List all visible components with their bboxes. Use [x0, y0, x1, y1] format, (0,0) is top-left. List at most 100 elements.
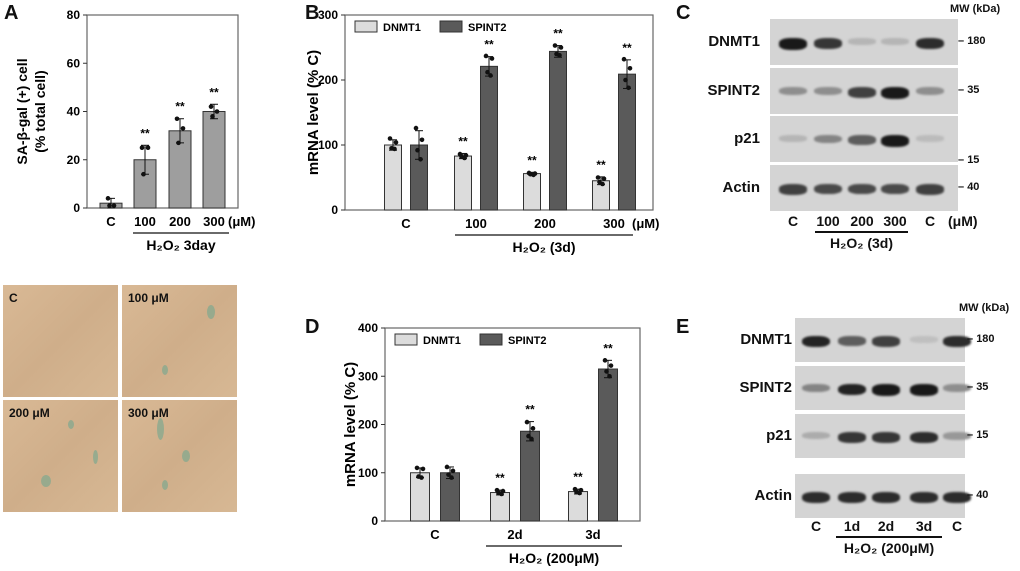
data-point — [604, 369, 609, 374]
legend-swatch — [394, 333, 418, 346]
x-tick-label: 100 — [465, 216, 487, 231]
panel-label-c: C — [676, 2, 691, 24]
panel-label-e: E — [676, 316, 690, 338]
mw-marker: – 15 — [967, 429, 989, 441]
group-label: H₂O₂ (200μM) — [843, 540, 935, 556]
band — [910, 432, 938, 444]
data-point — [531, 172, 536, 178]
data-point — [602, 358, 608, 363]
lane-label: 300 — [883, 213, 907, 229]
data-point — [462, 155, 467, 161]
bar — [549, 50, 567, 211]
panel-label-b: B — [305, 2, 320, 24]
unit-label: (μM) — [228, 214, 255, 229]
band — [838, 384, 866, 396]
y-tick-label: 300 — [318, 8, 338, 22]
group-label: H₂O₂ (200μM) — [509, 550, 599, 566]
data-point — [176, 140, 181, 146]
blot-row-label: DNMT1 — [708, 33, 760, 50]
y-tick-label: 100 — [318, 138, 338, 152]
legend-swatch — [439, 20, 463, 33]
data-point — [415, 147, 420, 153]
band — [943, 384, 971, 393]
band — [802, 432, 830, 440]
data-point — [107, 203, 112, 208]
x-tick-label: 300 — [603, 216, 625, 231]
data-point — [141, 171, 146, 177]
y-tick-label: 40 — [67, 105, 81, 119]
mw-marker: – 40 — [958, 181, 980, 193]
lane-label: 100 — [816, 213, 840, 229]
band — [779, 135, 807, 142]
x-tick-label: 200 — [169, 214, 191, 229]
band — [943, 336, 971, 348]
bar — [598, 368, 618, 522]
micrograph-control: C — [3, 285, 118, 397]
significance-marker: ** — [484, 38, 494, 52]
band — [872, 336, 900, 347]
significance-marker: ** — [175, 100, 185, 114]
unit-label: (μM) — [948, 213, 978, 229]
significance-marker: ** — [525, 403, 535, 417]
lane-label: 1d — [843, 518, 861, 534]
lane-label: 2d — [877, 518, 895, 534]
band — [881, 38, 909, 45]
group-label: H₂O₂ 3day — [146, 237, 215, 253]
y-axis-label: mRNA level (% C) — [342, 362, 359, 487]
significance-marker: ** — [527, 153, 537, 167]
data-point — [449, 475, 454, 480]
band — [910, 492, 938, 504]
significance-marker: ** — [622, 41, 632, 55]
data-point — [627, 66, 633, 71]
mw-header: MW (kDa) — [959, 302, 1010, 314]
bar — [410, 472, 430, 522]
band — [814, 38, 842, 49]
y-tick-label: 60 — [67, 56, 81, 70]
y-tick-label: 300 — [358, 369, 378, 383]
data-point — [524, 419, 530, 425]
y-axis-label: SA-β-gal (+) cell — [14, 58, 30, 164]
lane-label: C — [810, 518, 822, 534]
band — [872, 432, 900, 443]
band — [848, 135, 876, 145]
data-point — [621, 56, 627, 62]
significance-marker: ** — [603, 341, 613, 355]
data-point — [444, 464, 450, 470]
bar — [440, 472, 460, 522]
blot-row-p21 — [770, 116, 958, 162]
data-point — [393, 140, 399, 145]
band — [910, 336, 938, 343]
y-tick-label: 80 — [67, 8, 81, 22]
blot-row-spint2 — [770, 68, 958, 114]
band — [779, 87, 807, 96]
data-point — [577, 490, 582, 496]
x-tick-label: C — [430, 527, 440, 542]
band — [779, 184, 807, 195]
x-tick-label: C — [401, 216, 411, 231]
legend-label: SPINT2 — [508, 335, 547, 347]
data-point — [446, 472, 451, 477]
group-label: H₂O₂ (3d) — [513, 239, 576, 255]
band — [814, 184, 842, 195]
blot-row-spint2 — [795, 366, 971, 410]
y-tick-label: 200 — [318, 73, 338, 87]
chart-B: 0 100 200 300 mRNA level (% C) C ** ** 100 ** ** 20… — [305, 8, 659, 255]
significance-marker: ** — [209, 85, 219, 99]
band — [848, 87, 876, 98]
data-point — [419, 137, 425, 143]
plot-frame — [344, 14, 654, 211]
lane-label: 200 — [850, 213, 874, 229]
data-point — [601, 176, 607, 182]
data-point — [557, 53, 562, 58]
mw-header: MW (kDa) — [950, 3, 1001, 15]
data-point — [419, 475, 424, 480]
bar — [454, 155, 472, 211]
blot-row-dnmt1 — [795, 318, 971, 362]
data-point — [105, 196, 111, 201]
legend-label: DNMT1 — [423, 335, 461, 347]
x-tick-label: 300 — [203, 214, 225, 229]
band — [848, 38, 876, 45]
y-tick-label: 0 — [73, 201, 80, 215]
significance-marker: ** — [596, 158, 606, 172]
data-point — [600, 181, 605, 187]
